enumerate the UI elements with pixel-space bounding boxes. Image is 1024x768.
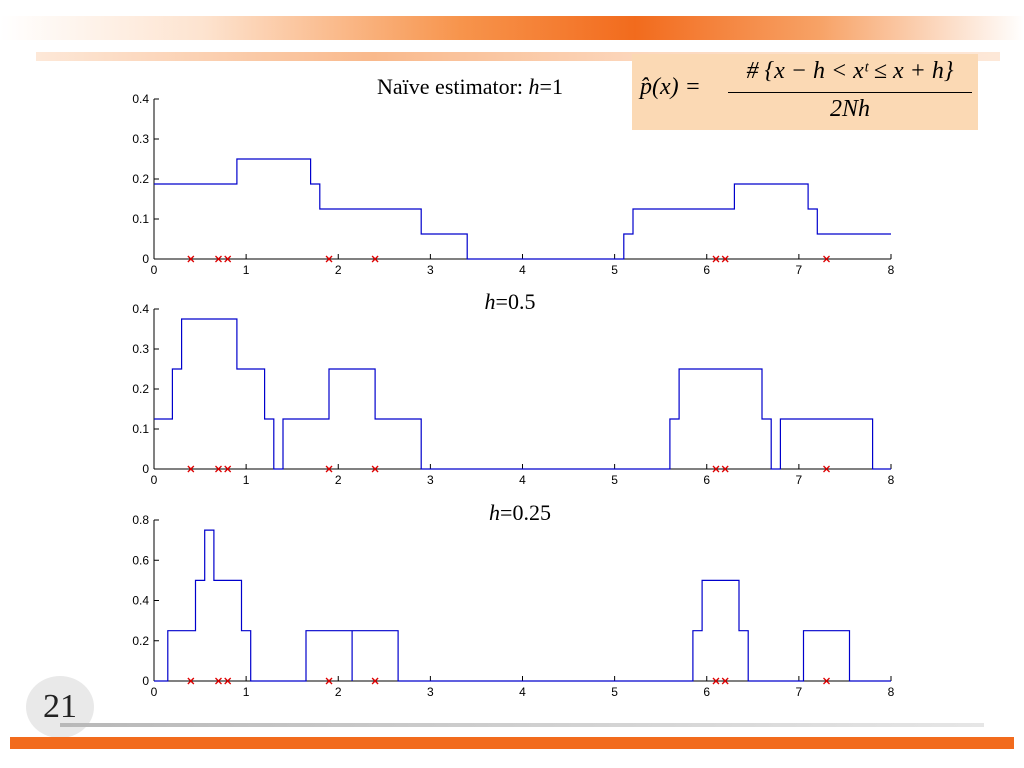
x-tick-label: 1 <box>243 263 250 277</box>
y-tick-label: 0 <box>142 252 149 266</box>
sample-marker <box>823 465 830 473</box>
sample-marker <box>371 255 379 263</box>
sample-marker <box>224 677 232 685</box>
sample-marker <box>712 465 720 473</box>
x-tick-label: 0 <box>151 263 158 277</box>
sample-marker <box>224 255 232 263</box>
sample-marker <box>215 465 222 473</box>
sample-marker <box>215 677 222 685</box>
y-tick-label: 0 <box>142 462 149 476</box>
y-tick-label: 0.2 <box>132 634 149 648</box>
chart-title: h=0.25 <box>489 500 551 525</box>
formula-fraction-bar <box>728 92 972 93</box>
sample-marker <box>712 677 720 685</box>
formula-denominator: 2Nh <box>829 96 870 122</box>
x-tick-label: 0 <box>151 473 158 487</box>
y-tick-label: 0.8 <box>132 513 149 527</box>
y-tick-label: 0 <box>142 674 149 688</box>
formula-lhs: p̂(x) = <box>640 74 701 100</box>
x-tick-label: 2 <box>335 263 342 277</box>
top-accent-stripe <box>36 52 1000 61</box>
sample-marker <box>187 255 195 263</box>
slide-number: 21 <box>26 676 94 738</box>
y-tick-label: 0.3 <box>132 132 149 146</box>
x-tick-label: 7 <box>796 685 803 699</box>
sample-marker <box>712 255 720 263</box>
x-tick-label: 1 <box>243 685 250 699</box>
chart-title: h=0.5 <box>485 289 536 314</box>
density-line <box>154 158 891 260</box>
y-tick-label: 0.4 <box>132 302 149 316</box>
x-tick-label: 3 <box>427 473 434 487</box>
bottom-divider <box>60 723 984 727</box>
x-tick-label: 6 <box>703 473 710 487</box>
sample-marker <box>721 465 729 473</box>
x-tick-label: 2 <box>335 685 342 699</box>
y-tick-label: 0.1 <box>132 422 149 436</box>
x-tick-label: 4 <box>519 473 526 487</box>
y-tick-label: 0.4 <box>132 92 149 106</box>
x-tick-label: 4 <box>519 685 526 699</box>
sample-marker <box>187 465 195 473</box>
density-line <box>154 529 891 682</box>
sample-marker <box>325 255 333 263</box>
sample-marker <box>371 677 379 685</box>
sample-marker <box>823 255 830 263</box>
x-tick-label: 7 <box>796 473 803 487</box>
sample-marker <box>224 465 232 473</box>
x-tick-label: 5 <box>611 473 618 487</box>
x-tick-label: 5 <box>611 685 618 699</box>
y-tick-label: 0.3 <box>132 342 149 356</box>
x-tick-label: 8 <box>888 263 895 277</box>
x-tick-label: 8 <box>888 685 895 699</box>
x-tick-label: 3 <box>427 263 434 277</box>
x-tick-label: 7 <box>796 263 803 277</box>
x-tick-label: 2 <box>335 473 342 487</box>
x-tick-label: 1 <box>243 473 250 487</box>
formula-box: p̂(x) = # {x − h < xᵗ ≤ x + h} 2Nh <box>632 54 978 130</box>
y-tick-label: 0.4 <box>132 594 149 608</box>
x-tick-label: 3 <box>427 685 434 699</box>
sample-marker <box>215 255 222 263</box>
sample-marker <box>371 465 379 473</box>
x-tick-label: 0 <box>151 685 158 699</box>
sample-marker <box>823 677 830 685</box>
x-tick-label: 8 <box>888 473 895 487</box>
y-tick-label: 0.2 <box>132 382 149 396</box>
x-tick-label: 4 <box>519 263 526 277</box>
top-accent-bar <box>0 16 1024 40</box>
sample-marker <box>325 677 333 685</box>
bottom-accent-bar <box>10 737 1014 749</box>
sample-marker <box>721 677 729 685</box>
density-line <box>154 318 891 470</box>
sample-marker <box>187 677 195 685</box>
y-tick-label: 0.2 <box>132 172 149 186</box>
x-tick-label: 5 <box>611 263 618 277</box>
sample-marker <box>721 255 729 263</box>
formula-numerator: # {x − h < xᵗ ≤ x + h} <box>746 58 954 84</box>
sample-marker <box>325 465 333 473</box>
y-tick-label: 0.1 <box>132 212 149 226</box>
x-tick-label: 6 <box>703 263 710 277</box>
chart-title: Naïve estimator: h=1 <box>377 74 563 99</box>
x-tick-label: 6 <box>703 685 710 699</box>
y-tick-label: 0.6 <box>132 553 149 567</box>
